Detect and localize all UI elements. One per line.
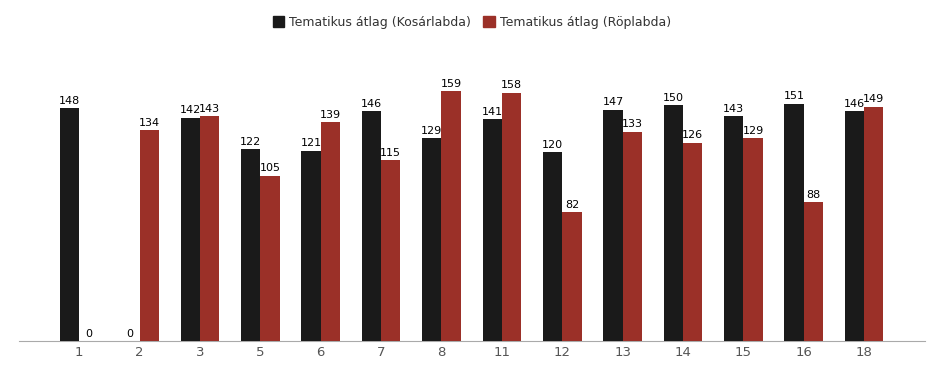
- Bar: [381, 160, 401, 341]
- Text: 134: 134: [138, 118, 160, 128]
- Bar: [804, 202, 823, 341]
- Text: 0: 0: [85, 329, 92, 339]
- Text: 151: 151: [784, 91, 804, 101]
- Bar: [683, 143, 702, 341]
- Bar: [60, 108, 79, 341]
- Text: 82: 82: [565, 200, 579, 209]
- Bar: [664, 105, 683, 341]
- Text: 139: 139: [319, 110, 341, 120]
- Text: 146: 146: [844, 99, 865, 109]
- Bar: [864, 107, 884, 341]
- Text: 122: 122: [240, 137, 262, 147]
- Bar: [543, 152, 562, 341]
- Bar: [483, 119, 502, 341]
- Text: 129: 129: [743, 126, 764, 136]
- Text: 133: 133: [622, 120, 643, 130]
- Bar: [724, 116, 743, 341]
- Bar: [302, 151, 320, 341]
- Text: 142: 142: [179, 105, 201, 115]
- Text: 0: 0: [126, 329, 134, 339]
- Text: 120: 120: [542, 140, 563, 150]
- Bar: [442, 91, 460, 341]
- Text: 159: 159: [441, 79, 461, 89]
- Bar: [180, 118, 200, 341]
- Bar: [200, 116, 219, 341]
- Legend: Tematikus átlag (Kosárlabda), Tematikus átlag (Röplabda): Tematikus átlag (Kosárlabda), Tematikus …: [270, 14, 673, 31]
- Bar: [743, 138, 763, 341]
- Bar: [623, 132, 642, 341]
- Text: 150: 150: [663, 93, 684, 103]
- Bar: [562, 212, 582, 341]
- Text: 88: 88: [806, 190, 821, 200]
- Text: 115: 115: [380, 148, 402, 158]
- Text: 126: 126: [682, 130, 703, 140]
- Bar: [785, 104, 804, 341]
- Bar: [845, 111, 864, 341]
- Text: 143: 143: [723, 104, 744, 114]
- Bar: [361, 111, 381, 341]
- Text: 149: 149: [863, 94, 884, 104]
- Text: 105: 105: [260, 163, 280, 173]
- Bar: [139, 130, 159, 341]
- Text: 143: 143: [199, 104, 220, 114]
- Text: 147: 147: [602, 98, 624, 108]
- Bar: [422, 138, 442, 341]
- Bar: [241, 149, 261, 341]
- Text: 148: 148: [59, 96, 80, 106]
- Bar: [320, 122, 340, 341]
- Text: 129: 129: [421, 126, 443, 136]
- Text: 146: 146: [361, 99, 382, 109]
- Bar: [603, 110, 623, 341]
- Text: 121: 121: [301, 138, 321, 148]
- Bar: [261, 176, 279, 341]
- Text: 158: 158: [501, 80, 522, 90]
- Text: 141: 141: [482, 107, 502, 117]
- Bar: [502, 92, 521, 341]
